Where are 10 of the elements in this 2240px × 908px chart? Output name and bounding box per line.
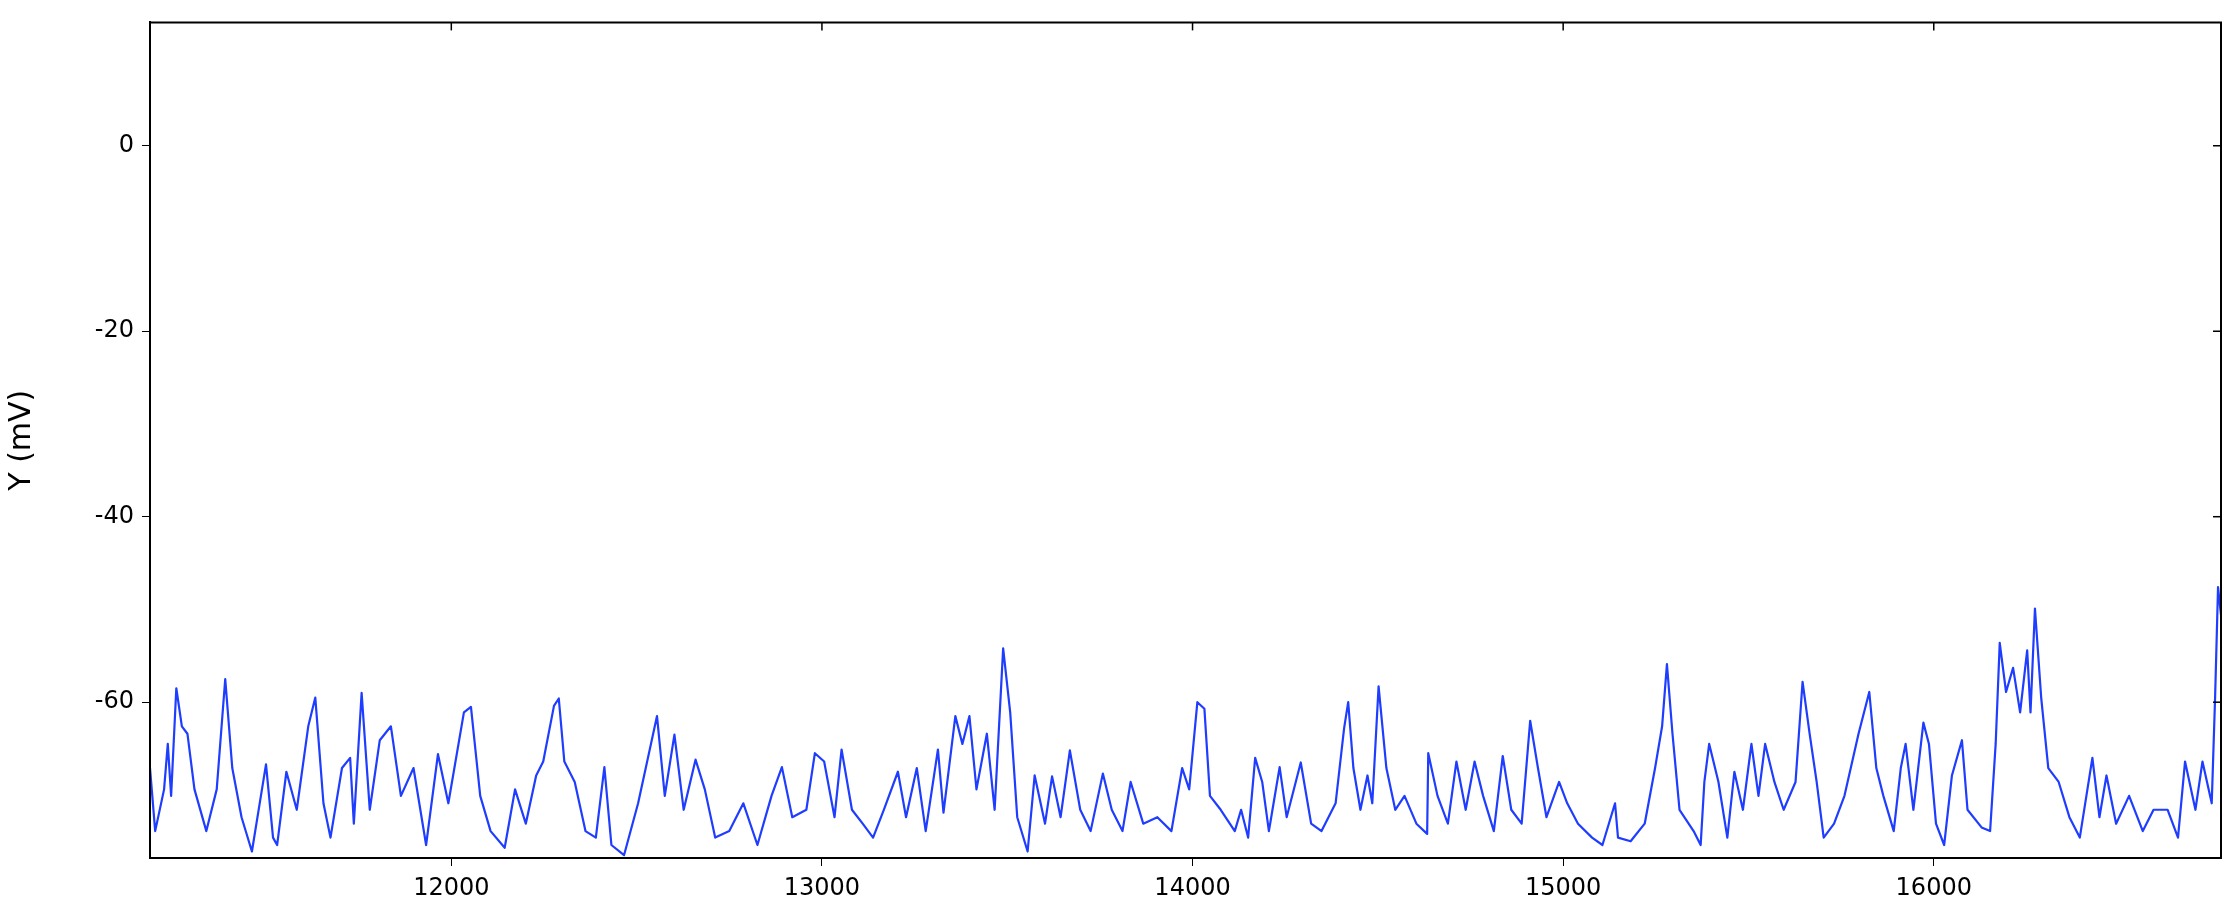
x-tick-label: 12000 [413, 872, 490, 901]
y-axis-title: Y (mV) [1, 389, 37, 492]
y-tick-label: -20 [94, 315, 134, 344]
y-tick-label: 0 [118, 129, 134, 158]
y-tick-label: -40 [94, 500, 134, 529]
x-tick-label: 16000 [1895, 872, 1972, 901]
y-tick-label: -60 [94, 686, 134, 715]
x-tick-label: 13000 [783, 872, 861, 901]
x-tick-label: 15000 [1524, 872, 1602, 901]
x-tick-label: 14000 [1154, 872, 1231, 901]
